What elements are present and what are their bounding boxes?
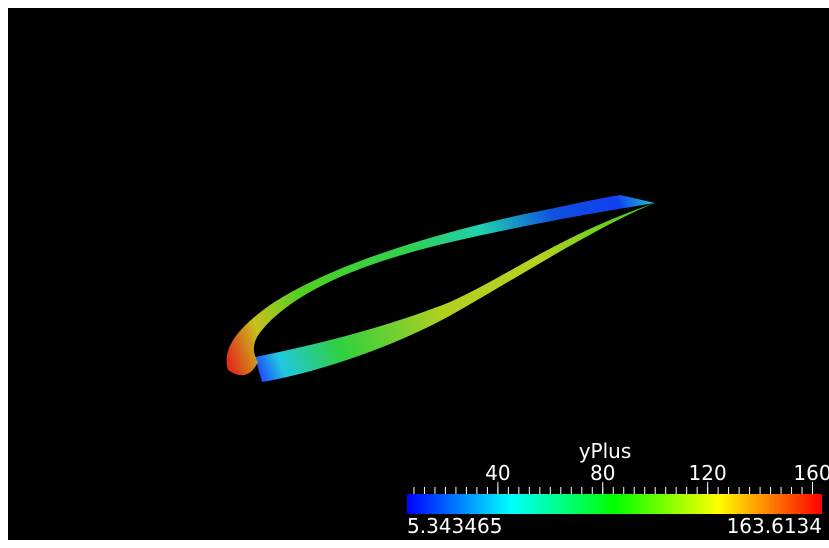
colorbar-max-label: 163.6134 xyxy=(727,514,822,538)
colorbar xyxy=(407,494,822,514)
page: yPlus 4080120160 5.343465 163.6134 (() =… xyxy=(0,0,829,548)
tick-label: 120 xyxy=(689,461,727,485)
colorbar-min-label: 5.343465 xyxy=(407,514,502,538)
tick-label: 40 xyxy=(485,461,510,485)
colorbar-title: yPlus xyxy=(579,439,632,463)
tick-label: 160 xyxy=(793,461,829,485)
render-view: yPlus 40 80 120 160 5.343465 163.6134 xyxy=(0,0,829,548)
tick-label: 80 xyxy=(590,461,615,485)
